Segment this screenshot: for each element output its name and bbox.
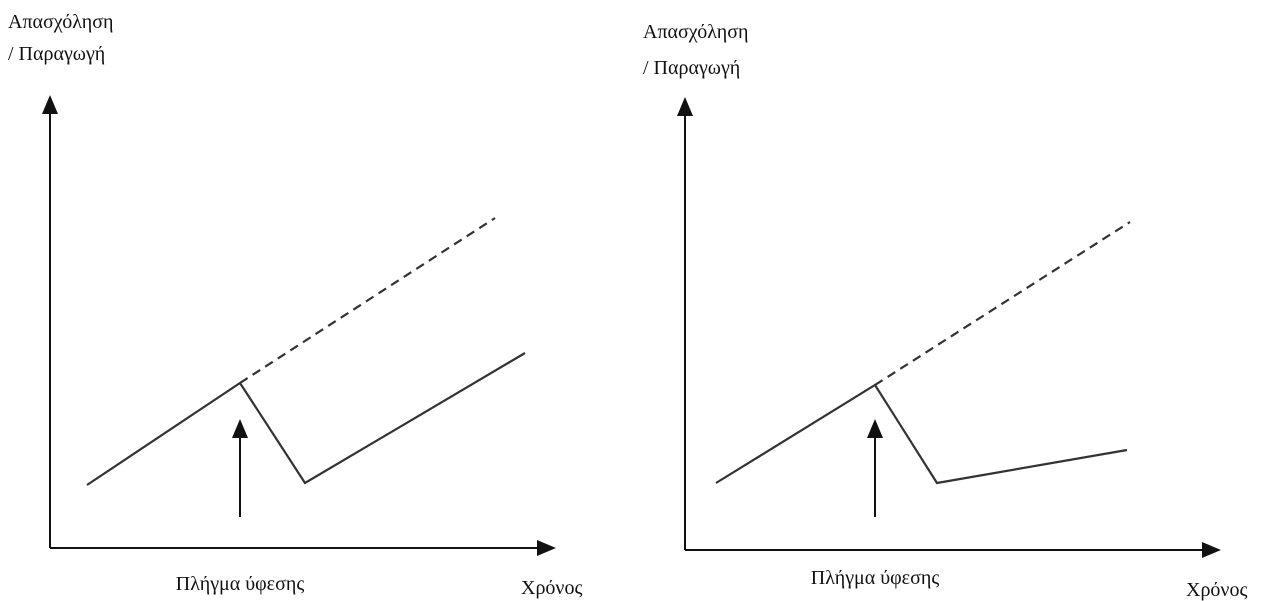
panel-right: Απασχόληση / Παραγωγή Πλήγμα ύφεσης Χρόν…: [643, 21, 1247, 601]
x-axis-arrow: [1202, 542, 1221, 558]
trend-line: [874, 221, 1131, 386]
y-axis-label: Απασχόληση: [8, 11, 113, 33]
y-axis-arrow: [677, 97, 693, 116]
x-axis-arrow: [537, 540, 556, 556]
x-axis-label: Χρόνος: [1186, 579, 1247, 601]
trend-line: [239, 217, 496, 384]
y-axis-arrow: [42, 95, 58, 114]
output-path: [86, 352, 526, 486]
annotation: Πλήγμα ύφεσης: [176, 573, 305, 595]
output-path: [715, 383, 1128, 485]
y-axis-label: / Παραγωγή: [8, 43, 105, 65]
annotation: Πλήγμα ύφεσης: [811, 567, 940, 589]
panel-left: Απασχόληση / Παραγωγή Πλήγμα ύφεσης Χρόν…: [8, 11, 582, 599]
y-axis-label: Απασχόληση: [643, 21, 748, 43]
y-axis-label: / Παραγωγή: [643, 57, 740, 79]
shock-arrow-head: [867, 419, 883, 438]
x-axis-label: Χρόνος: [521, 577, 582, 599]
shock-arrow-head: [232, 419, 248, 438]
